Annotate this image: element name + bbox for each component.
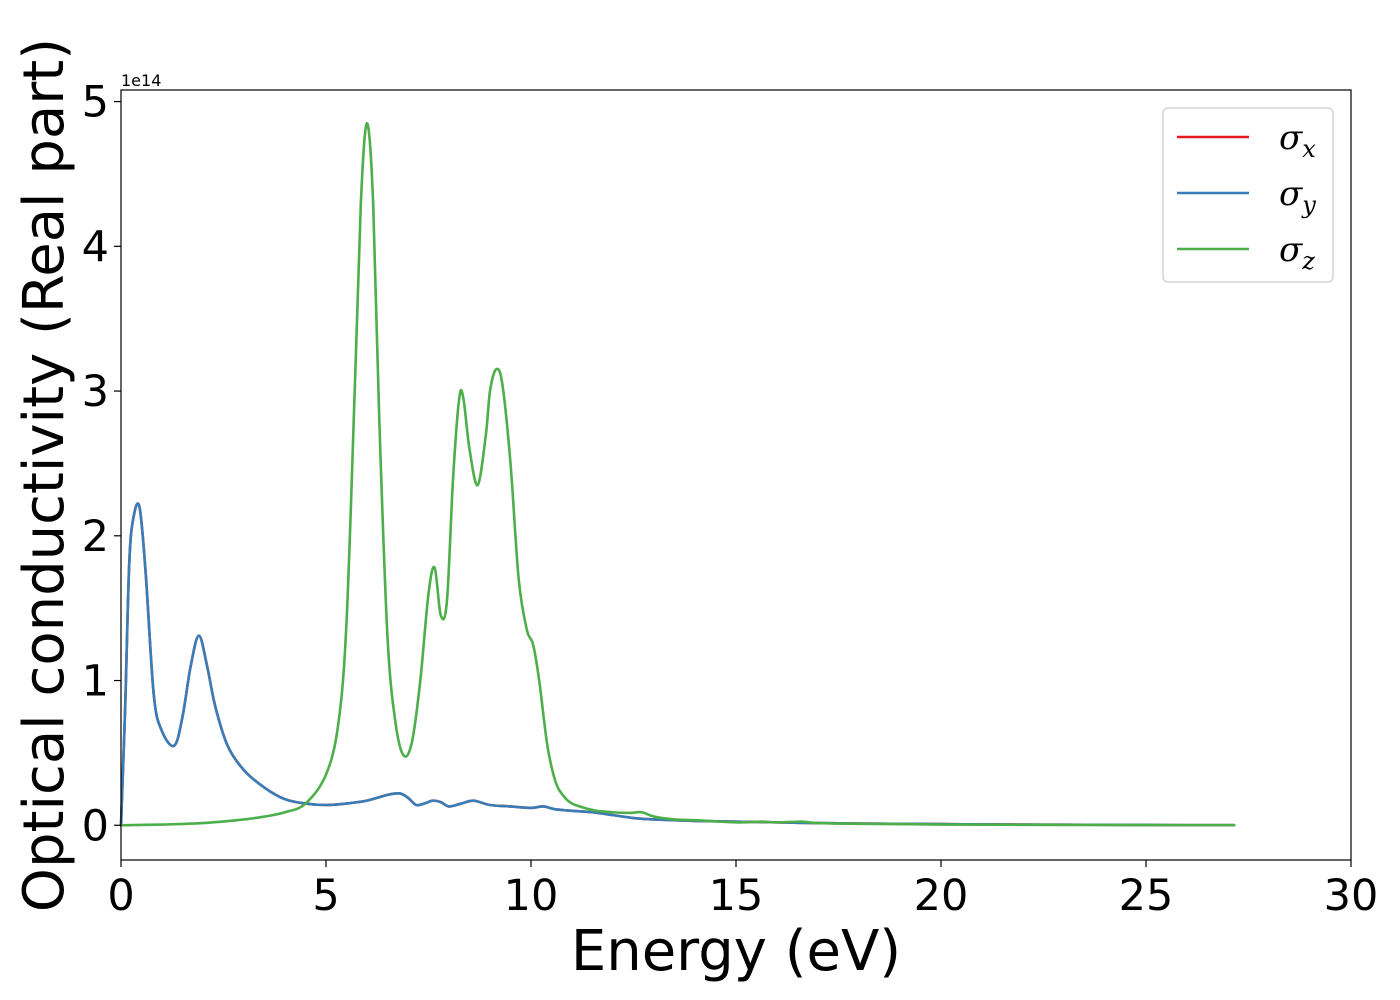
y-tick-label: 4 [82, 222, 109, 272]
y-axis-label: Optical conductivity (Real part) [12, 38, 77, 912]
y-tick-label: 2 [82, 512, 109, 562]
x-axis-label: Energy (eV) [571, 919, 901, 984]
y-tick-label: 5 [82, 78, 109, 128]
y-offset-label: 1e14 [121, 71, 161, 90]
y-tick-label: 3 [82, 367, 109, 417]
legend-box [1162, 107, 1334, 283]
x-tick-label: 30 [1324, 871, 1379, 921]
x-tick-label: 15 [709, 871, 764, 921]
x-tick-label: 20 [914, 871, 969, 921]
y-tick-label: 0 [82, 801, 109, 851]
x-tick-label: 5 [312, 871, 339, 921]
x-tick-label: 0 [107, 871, 134, 921]
x-tick-label: 10 [504, 871, 559, 921]
x-tick-label: 25 [1119, 871, 1174, 921]
y-axis-ticks: 0 1 2 3 4 5 [82, 78, 121, 851]
plot-area [121, 90, 1351, 860]
y-tick-label: 1 [82, 657, 109, 707]
x-axis-ticks: 0 5 10 15 20 25 30 [107, 860, 1378, 921]
series-layer [119, 121, 1236, 827]
series-line-z [119, 121, 1236, 827]
